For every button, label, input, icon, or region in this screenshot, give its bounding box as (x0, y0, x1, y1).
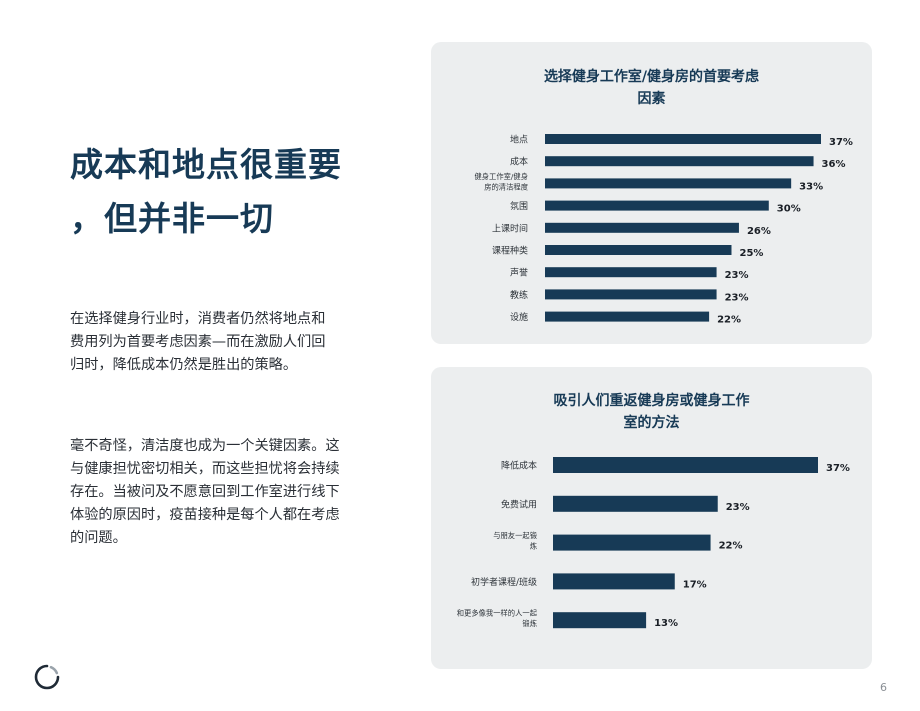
bar (545, 267, 717, 278)
category-label: 房的清洁程度 (484, 182, 528, 191)
chart-title-line: 选择健身工作室/健身房的首要考虑 (543, 69, 760, 85)
paragraph-line: 归时，降低成本仍然是胜出的策略。 (70, 357, 298, 373)
chart-title-line: 室的方法 (623, 415, 680, 431)
bar (553, 457, 818, 473)
bar (545, 222, 739, 233)
category-label: 和更多像我一样的人一起 (457, 609, 538, 618)
category-label: 初学者课程/班级 (471, 576, 537, 588)
category-label: 上课时间 (492, 222, 528, 234)
category-label: 降低成本 (501, 460, 537, 472)
bar (545, 311, 710, 322)
value-label: 36% (822, 159, 846, 170)
bar (545, 178, 792, 189)
paragraph-line: 存在。当被问及不愿意回到工作室进行线下 (70, 484, 340, 500)
cleanliness-paragraph: 毫不奇怪，清洁度也成为一个关键因素。这 与健康担忧密切相关，而这些担忧将会持续 … (70, 435, 362, 550)
headline-line: 成本和地点很重要 (70, 145, 342, 184)
paragraph-line: 在选择健身行业时，消费者仍然将地点和 (70, 311, 326, 327)
value-label: 22% (719, 541, 743, 552)
bar (545, 200, 769, 211)
bar (545, 134, 821, 144)
chart-title: 吸引人们重返健身房或健身工作 室的方法 (431, 390, 872, 434)
bar (545, 245, 732, 255)
category-label: 声誉 (510, 267, 528, 279)
bar (545, 156, 814, 167)
bar (553, 534, 711, 551)
page-headline: 成本和地点很重要 ，但并非一切 (70, 138, 370, 246)
value-label: 17% (683, 579, 707, 590)
chart-title-line: 吸引人们重返健身房或健身工作 (553, 393, 750, 409)
chart-panel-top-factors: 选择健身工作室/健身房的首要考虑 因素 地点 37% 成本 36% 健身工作室/健身 房的… (431, 42, 872, 344)
bar (553, 573, 675, 590)
category-label: 课程种类 (492, 245, 528, 257)
value-label: 23% (725, 270, 749, 281)
value-label: 25% (739, 248, 763, 259)
bar (545, 289, 717, 300)
value-label: 33% (799, 181, 823, 192)
headline-line: ，但并非一切 (70, 199, 274, 238)
bar (553, 612, 647, 629)
value-label: 37% (826, 463, 850, 474)
category-label: 免费试用 (501, 498, 537, 510)
paragraph-line: 体验的原因时，疫苗接种是每个人都在考虑 (70, 507, 340, 523)
value-label: 23% (726, 502, 750, 513)
brand-logo-icon (34, 664, 60, 690)
paragraph-line: 与健康担忧密切相关，而这些担忧将会持续 (70, 461, 340, 477)
chart-panel-return-methods: 吸引人们重返健身房或健身工作 室的方法 降低成本 37% 免费试用 23% 与朋友一起锻… (431, 367, 872, 669)
value-label: 13% (654, 618, 678, 629)
value-label: 37% (829, 137, 853, 148)
paragraph-line: 的问题。 (70, 530, 127, 546)
category-label: 设施 (510, 311, 528, 323)
page-number: 6 (880, 681, 887, 694)
value-label: 22% (717, 315, 741, 326)
category-label: 地点 (510, 134, 528, 146)
category-label: 锻炼 (522, 619, 537, 628)
category-label: 成本 (510, 156, 528, 168)
intro-paragraph: 在选择健身行业时，消费者仍然将地点和 费用列为首要考虑因素—而在激励人们回 归时… (70, 308, 362, 377)
category-label: 教练 (510, 289, 528, 301)
paragraph-line: 费用列为首要考虑因素—而在激励人们回 (70, 334, 326, 350)
chart-title: 选择健身工作室/健身房的首要考虑 因素 (431, 66, 872, 110)
category-label: 炼 (530, 542, 537, 551)
chart-title-line: 因素 (637, 91, 666, 107)
category-label: 健身工作室/健身 (474, 172, 528, 181)
value-label: 30% (777, 204, 801, 215)
category-label: 氛围 (510, 200, 528, 212)
category-label: 与朋友一起锻 (493, 531, 537, 540)
bar (553, 495, 718, 512)
value-label: 26% (747, 226, 771, 237)
paragraph-line: 毫不奇怪，清洁度也成为一个关键因素。这 (70, 438, 340, 454)
value-label: 23% (725, 292, 749, 303)
